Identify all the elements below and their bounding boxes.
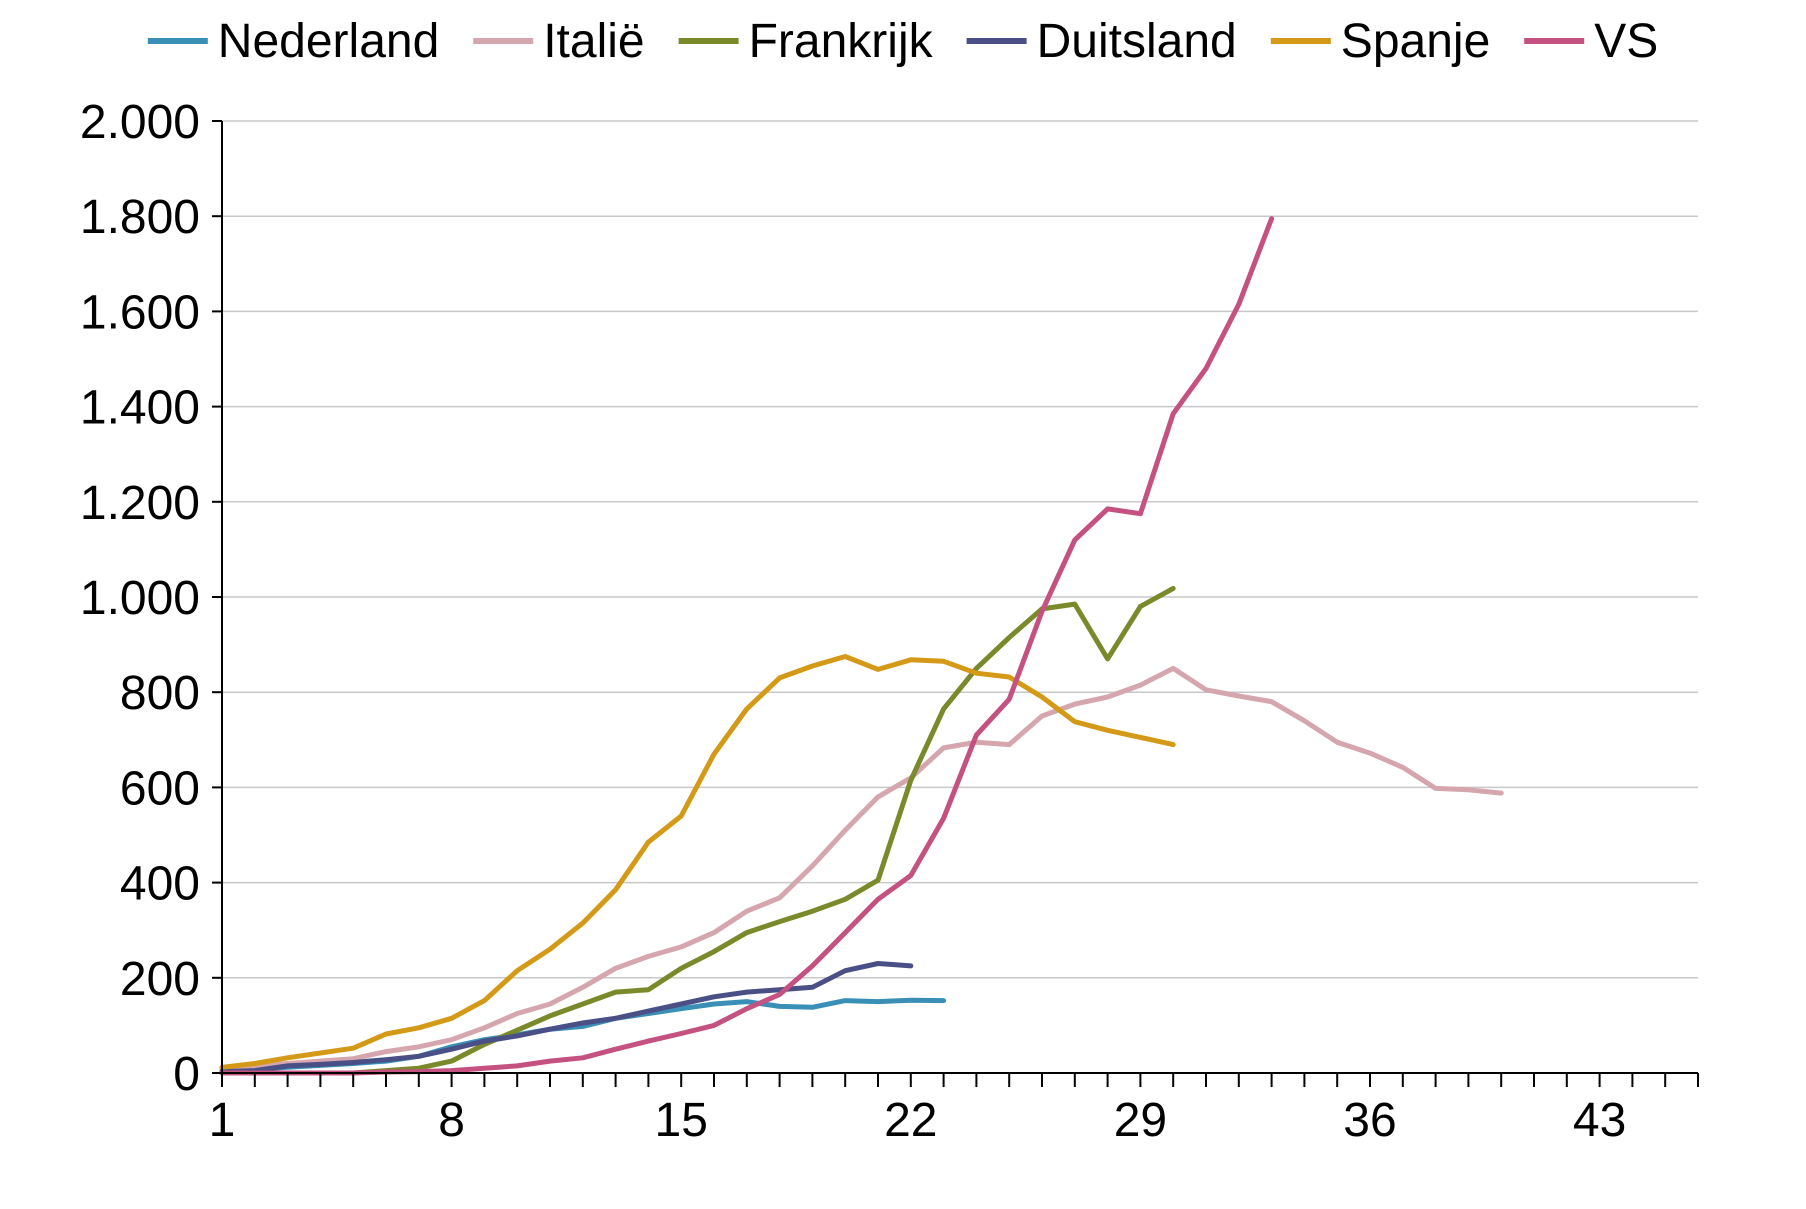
legend-label: Spanje [1341, 15, 1490, 68]
y-tick-label-600: 600 [120, 762, 200, 815]
series-lines [219, 216, 1504, 1076]
y-tick-label-1600: 1.600 [80, 286, 200, 339]
series-line-duitsland [219, 961, 914, 1075]
legend-item-vs: VS [1524, 15, 1658, 68]
gridlines [222, 120, 1698, 979]
legend: Nederland Italië Frankrijk Duitsland Spanje V… [147, 15, 1658, 68]
y-tick-label-800: 800 [120, 667, 200, 720]
x-axis-ticks: 1 8 15 22 29 36 43 [209, 1073, 1699, 1147]
y-tick-label-0: 0 [173, 1048, 200, 1101]
y-axis-ticks: 0 200 400 600 800 1.000 1.200 1.400 1.600 1.800 2.… [80, 96, 222, 1101]
y-tick-label-400: 400 [120, 858, 200, 911]
x-tick-label-1: 1 [209, 1094, 236, 1147]
legend-label: Nederland [218, 15, 439, 68]
series-line-itali- [219, 665, 1504, 1071]
legend-label: Italië [543, 15, 644, 68]
legend-item-itali-: Italië [473, 15, 645, 68]
legend-item-spanje: Spanje [1270, 15, 1490, 68]
legend-item-duitsland: Duitsland [966, 15, 1237, 68]
y-tick-label-1800: 1.800 [80, 191, 200, 244]
legend-item-nederland: Nederland [147, 15, 439, 68]
x-tick-label-36: 36 [1343, 1094, 1396, 1147]
y-tick-label-2000: 2.000 [80, 96, 200, 149]
y-tick-label-1200: 1.200 [80, 477, 200, 530]
legend-label: Frankrijk [749, 15, 934, 68]
x-tick-label-22: 22 [884, 1094, 937, 1147]
x-tick-label-8: 8 [438, 1094, 465, 1147]
legend-label: VS [1594, 15, 1658, 68]
series-line-vs [219, 216, 1275, 1076]
legend-label: Duitsland [1037, 15, 1237, 68]
x-tick-label-43: 43 [1573, 1094, 1626, 1147]
y-tick-label-1400: 1.400 [80, 382, 200, 435]
y-tick-label-200: 200 [120, 953, 200, 1006]
x-tick-label-29: 29 [1114, 1094, 1167, 1147]
legend-item-frankrijk: Frankrijk [678, 15, 934, 68]
y-tick-label-1000: 1.000 [80, 572, 200, 625]
x-tick-label-15: 15 [655, 1094, 708, 1147]
